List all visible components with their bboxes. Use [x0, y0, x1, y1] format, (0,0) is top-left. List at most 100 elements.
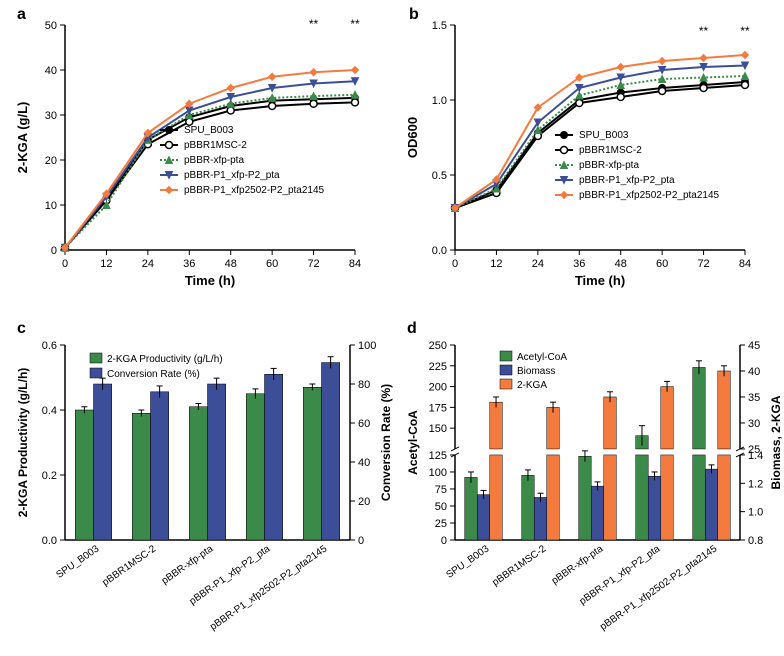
svg-text:pBBR-P1_xfp2502-P2_pta2145: pBBR-P1_xfp2502-P2_pta2145 [579, 190, 720, 201]
svg-text:Acetyl-CoA: Acetyl-CoA [517, 352, 567, 363]
svg-text:2-KGA: 2-KGA [517, 380, 547, 391]
svg-text:pBBR-xfp-pta: pBBR-xfp-pta [550, 543, 606, 587]
svg-text:Time (h): Time (h) [185, 273, 235, 288]
svg-text:30: 30 [45, 110, 57, 122]
svg-text:30: 30 [748, 418, 760, 430]
svg-text:25: 25 [748, 444, 760, 456]
svg-text:2-KGA (g/L): 2-KGA (g/L) [15, 102, 30, 174]
svg-text:pBBR1MSC-2: pBBR1MSC-2 [490, 543, 548, 588]
svg-text:40: 40 [45, 65, 57, 77]
svg-text:pBBR1MSC-2: pBBR1MSC-2 [184, 140, 247, 151]
svg-text:0.0: 0.0 [42, 535, 57, 547]
svg-text:72: 72 [697, 258, 709, 270]
svg-text:20: 20 [45, 155, 57, 167]
panel-a: a 0 10 20 30 40 50 0 12 24 36 48 60 72 84 Time (h) 2-KGA… [15, 6, 361, 288]
svg-text:Biomass, 2-KGA: Biomass, 2-KGA [769, 395, 783, 489]
svg-text:60: 60 [358, 418, 370, 430]
svg-text:24: 24 [142, 258, 154, 270]
svg-text:pBBR1MSC-2: pBBR1MSC-2 [579, 145, 642, 156]
svg-text:75: 75 [435, 484, 447, 496]
svg-text:Time (h): Time (h) [575, 273, 625, 288]
panel-d: d02550751001251501752002252500.81.01.21.… [406, 320, 783, 633]
svg-text:35: 35 [748, 392, 760, 404]
svg-text:pBBR1MSC-2: pBBR1MSC-2 [100, 543, 158, 588]
svg-text:0.2: 0.2 [42, 470, 57, 482]
svg-text:OD600: OD600 [405, 117, 420, 158]
svg-text:50: 50 [435, 501, 447, 513]
svg-text:SPU_B003: SPU_B003 [579, 130, 629, 141]
svg-text:Conversion Rate (%): Conversion Rate (%) [379, 384, 393, 501]
svg-text:SPU_B003: SPU_B003 [54, 543, 101, 581]
svg-text:150: 150 [429, 423, 447, 435]
svg-text:0.4: 0.4 [42, 405, 57, 417]
svg-text:pBBR-P1_xfp-P2_pta: pBBR-P1_xfp-P2_pta [579, 175, 675, 186]
svg-text:12: 12 [490, 258, 502, 270]
svg-text:250: 250 [429, 340, 447, 352]
svg-text:**: ** [350, 17, 360, 31]
svg-text:**: ** [740, 24, 750, 38]
svg-text:40: 40 [748, 366, 760, 378]
svg-text:60: 60 [266, 258, 278, 270]
svg-text:0.0: 0.0 [432, 245, 447, 257]
svg-text:50: 50 [45, 20, 57, 32]
svg-text:0.8: 0.8 [748, 535, 763, 547]
svg-text:12: 12 [100, 258, 112, 270]
svg-text:20: 20 [358, 496, 370, 508]
svg-text:1.0: 1.0 [748, 507, 763, 519]
svg-text:45: 45 [748, 340, 760, 352]
svg-text:72: 72 [307, 258, 319, 270]
svg-text:10: 10 [45, 200, 57, 212]
svg-text:175: 175 [429, 402, 447, 414]
svg-text:**: ** [309, 17, 319, 31]
figure-svg: a 0 10 20 30 40 50 0 12 24 36 48 60 72 84 Time (h) 2-KGA… [0, 0, 784, 651]
svg-text:2-KGA Productivity (g/L/h): 2-KGA Productivity (g/L/h) [107, 354, 223, 365]
svg-text:100: 100 [429, 467, 447, 479]
svg-text:36: 36 [183, 258, 195, 270]
svg-text:2-KGA Productivity (g/L/h): 2-KGA Productivity (g/L/h) [16, 368, 30, 518]
svg-text:40: 40 [358, 457, 370, 469]
svg-text:0: 0 [62, 258, 68, 270]
svg-text:Acetyl-CoA: Acetyl-CoA [406, 410, 420, 475]
figure-4panel: a 0 10 20 30 40 50 0 12 24 36 48 60 72 84 Time (h) 2-KGA… [0, 0, 784, 651]
svg-text:1.0: 1.0 [432, 95, 447, 107]
svg-text:48: 48 [225, 258, 237, 270]
svg-text:225: 225 [429, 361, 447, 373]
svg-text:pBBR-P1_xfp2502-P2_pta2145: pBBR-P1_xfp2502-P2_pta2145 [208, 543, 329, 633]
svg-text:200: 200 [429, 382, 447, 394]
svg-text:60: 60 [656, 258, 668, 270]
svg-text:c: c [17, 320, 26, 337]
svg-text:84: 84 [739, 258, 751, 270]
svg-text:d: d [407, 320, 417, 337]
svg-text:a: a [17, 6, 26, 23]
svg-text:1.5: 1.5 [432, 20, 447, 32]
svg-text:0.6: 0.6 [42, 340, 57, 352]
svg-text:48: 48 [615, 258, 627, 270]
svg-text:0: 0 [51, 245, 57, 257]
svg-text:1.2: 1.2 [748, 478, 763, 490]
svg-text:pBBR-P1_xfp2502-P2_pta2145: pBBR-P1_xfp2502-P2_pta2145 [598, 543, 719, 633]
svg-text:pBBR-xfp-pta: pBBR-xfp-pta [184, 155, 244, 166]
svg-text:Conversion Rate (%): Conversion Rate (%) [107, 369, 200, 380]
svg-text:80: 80 [358, 379, 370, 391]
svg-text:0: 0 [358, 535, 364, 547]
svg-text:24: 24 [532, 258, 544, 270]
svg-text:Biomass: Biomass [517, 366, 555, 377]
svg-text:pBBR-P1_xfp-P2_pta: pBBR-P1_xfp-P2_pta [184, 170, 280, 181]
svg-text:0.5: 0.5 [432, 170, 447, 182]
svg-text:pBBR-xfp-pta: pBBR-xfp-pta [160, 543, 216, 587]
svg-text:125: 125 [429, 450, 447, 462]
svg-text:pBBR-xfp-pta: pBBR-xfp-pta [579, 160, 639, 171]
svg-text:pBBR-P1_xfp2502-P2_pta2145: pBBR-P1_xfp2502-P2_pta2145 [184, 185, 325, 196]
svg-text:84: 84 [349, 258, 361, 270]
panel-b: b 0.0 0.5 1.0 1.5 0 12 24 36 48 60 72 84 Time (h) OD60… [405, 6, 751, 288]
svg-text:0: 0 [441, 535, 447, 547]
panel-c: c 0.0 0.2 0.4 0.6 0 20 40 60 80 100 2-KGA Productiv… [16, 320, 393, 633]
svg-text:36: 36 [573, 258, 585, 270]
svg-text:0: 0 [452, 258, 458, 270]
svg-text:SPU_B003: SPU_B003 [444, 543, 491, 581]
svg-text:25: 25 [435, 518, 447, 530]
svg-text:100: 100 [358, 340, 376, 352]
svg-text:**: ** [699, 24, 709, 38]
svg-text:SPU_B003: SPU_B003 [184, 125, 234, 136]
svg-text:b: b [409, 6, 419, 23]
